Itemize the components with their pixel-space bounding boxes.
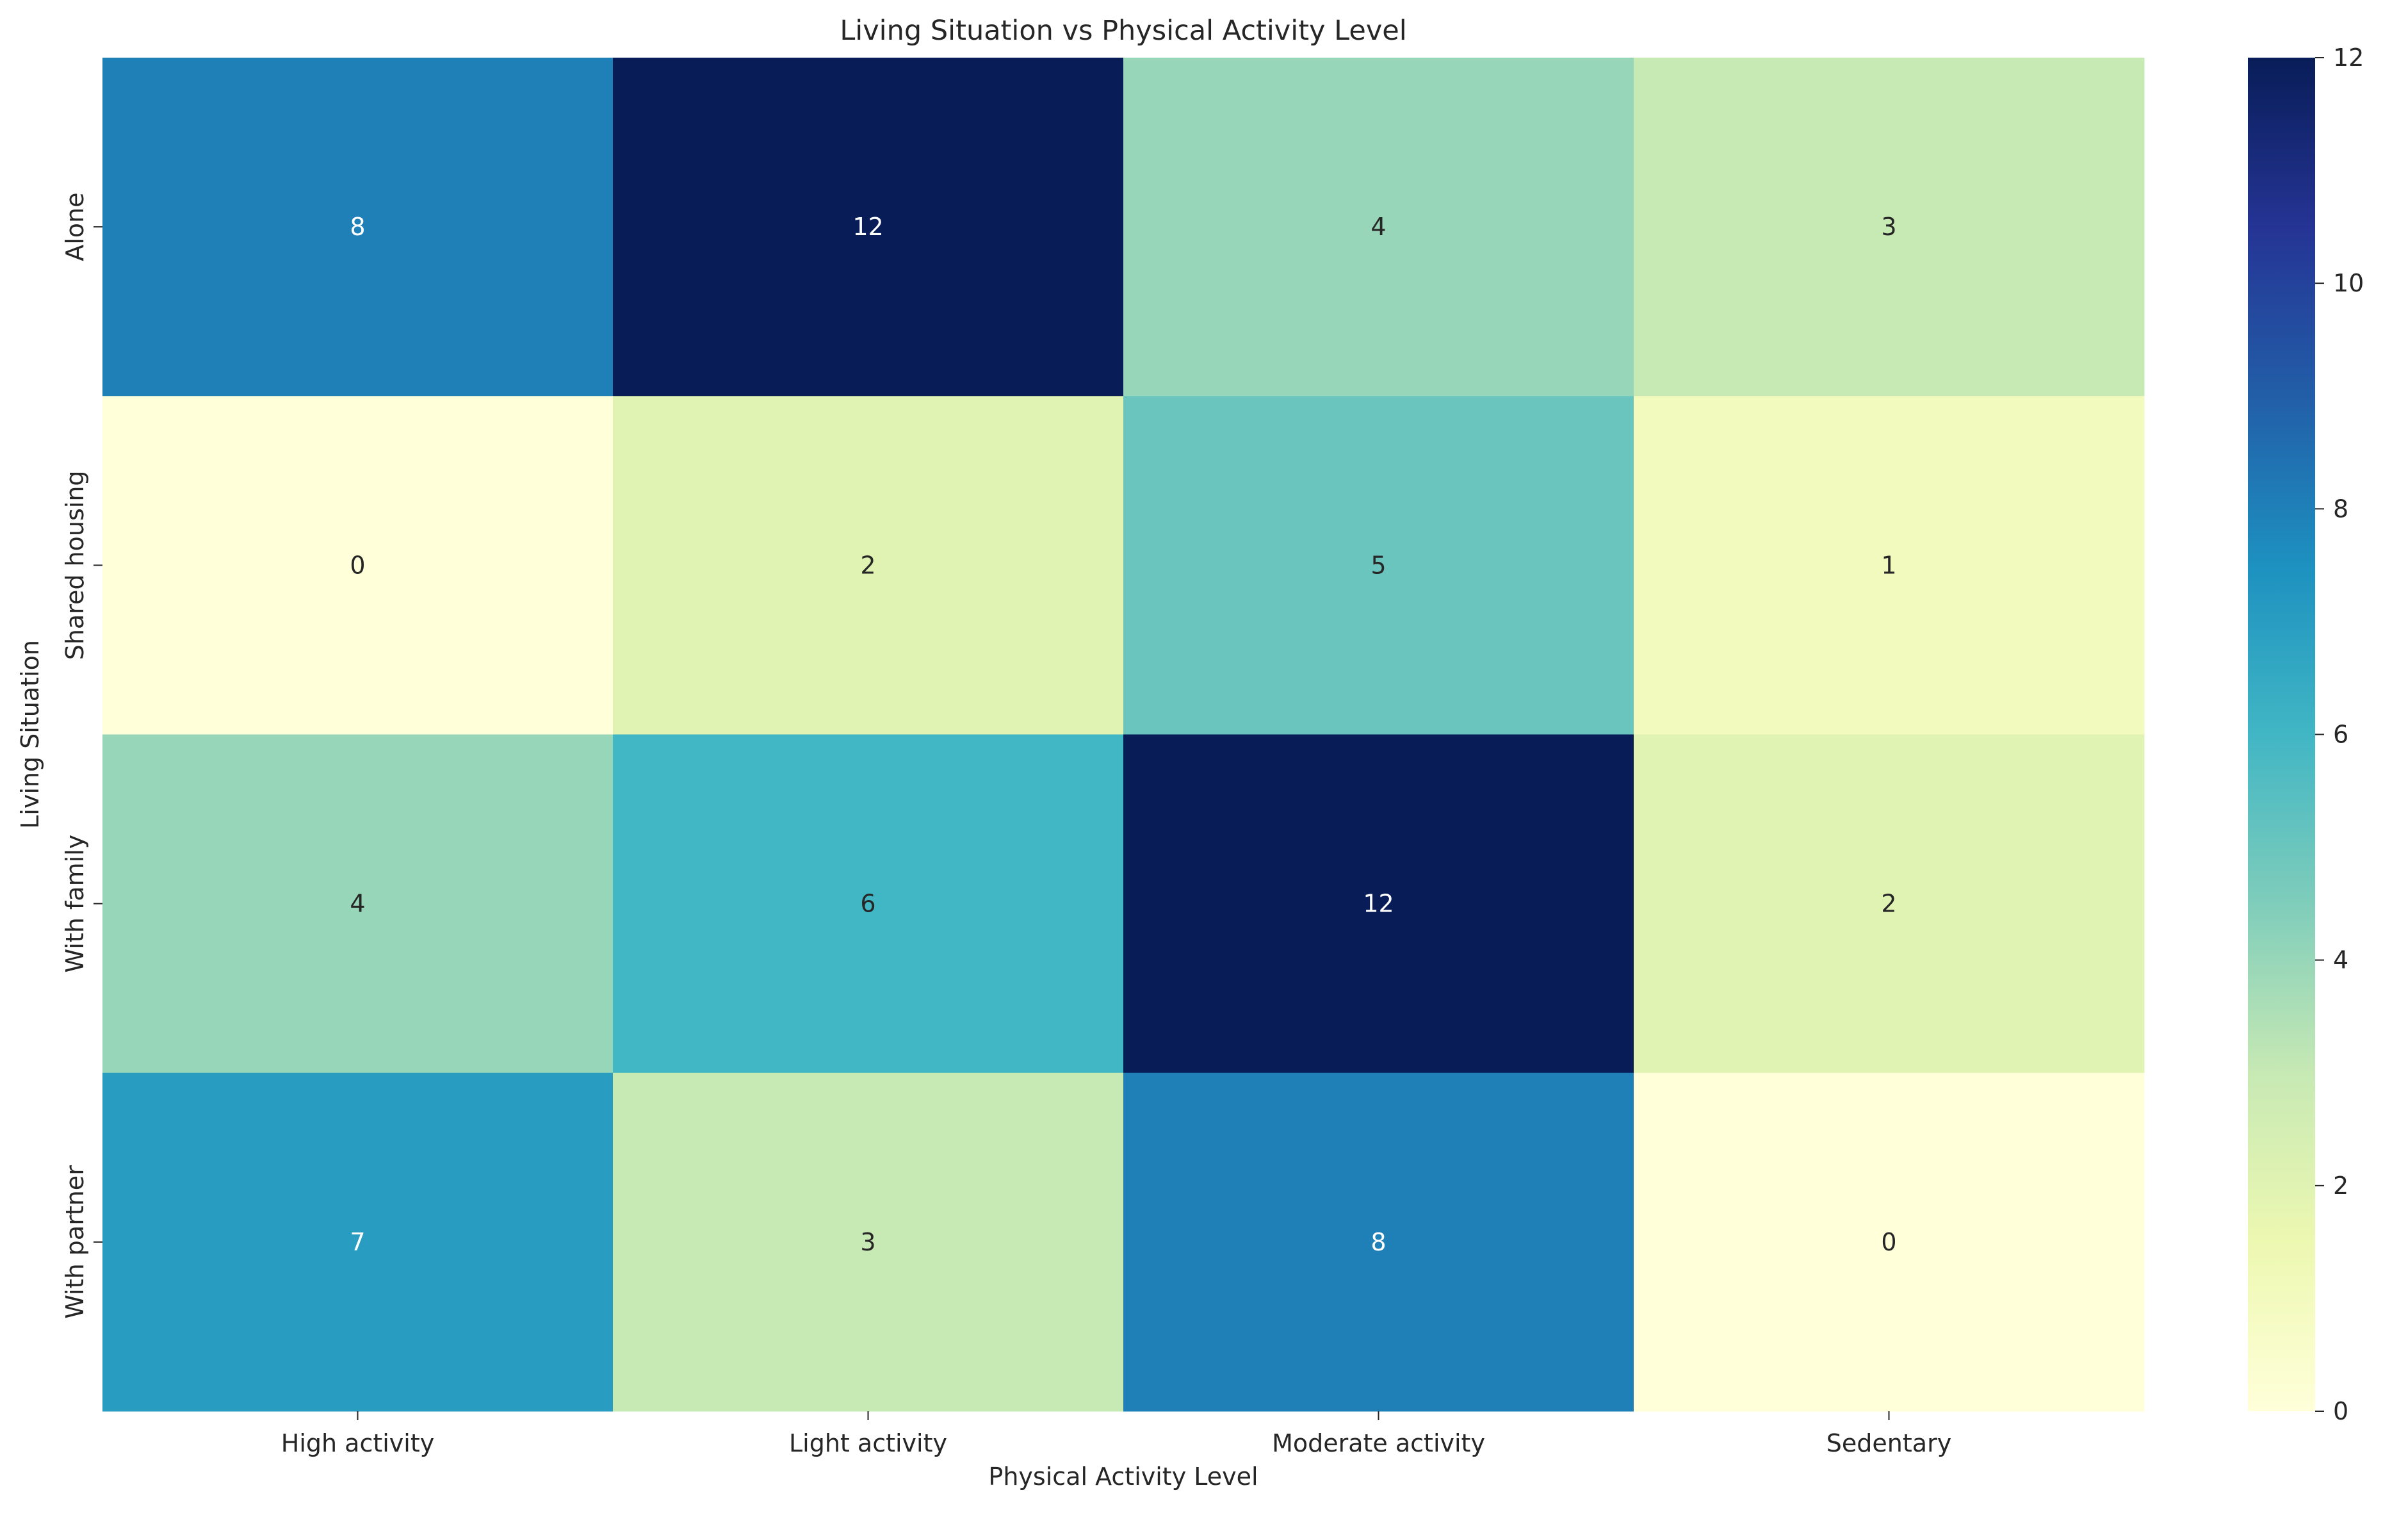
heatmap-cell — [613, 58, 1124, 397]
x-tick-label: Moderate activity — [1272, 1429, 1485, 1457]
heatmap-cells — [102, 58, 2145, 1412]
heatmap-cell — [613, 396, 1124, 735]
colorbar-tick-label: 6 — [2333, 721, 2348, 749]
cell-value-label: 1 — [1881, 551, 1896, 579]
heatmap-cell — [1634, 58, 2145, 397]
heatmap-cell — [102, 1072, 614, 1412]
cell-value-label: 4 — [350, 890, 365, 918]
x-axis: High activity Light activity Moderate acti… — [281, 1411, 1951, 1457]
x-axis-label: Physical Activity Level — [988, 1462, 1258, 1491]
colorbar-gradient — [2248, 58, 2315, 1411]
heatmap-cell — [1123, 396, 1634, 735]
heatmap-cell — [102, 58, 614, 397]
colorbar-tick-label: 0 — [2333, 1397, 2348, 1425]
y-tick-label: Shared housing — [61, 470, 89, 660]
heatmap-cell — [1634, 734, 2145, 1074]
cell-value-label: 3 — [860, 1228, 875, 1256]
cell-value-label: 12 — [1363, 890, 1394, 918]
cell-value-label: 12 — [852, 213, 883, 241]
colorbar-ticks: 0 2 4 6 8 10 12 — [2315, 44, 2364, 1425]
cell-value-label: 3 — [1881, 213, 1896, 241]
y-axis-label: Living Situation — [16, 640, 44, 829]
cell-value-label: 8 — [1371, 1228, 1386, 1256]
heatmap-cell — [1123, 734, 1634, 1074]
colorbar-tick-label: 8 — [2333, 495, 2348, 523]
y-axis: Alone Shared housing With family With partn… — [61, 192, 102, 1319]
cell-value-label: 8 — [350, 213, 365, 241]
y-tick-label: With family — [61, 835, 89, 973]
colorbar-tick-label: 10 — [2333, 269, 2364, 297]
cell-value-label: 5 — [1371, 551, 1386, 579]
heatmap-cell — [613, 1072, 1124, 1412]
cell-labels: 8 12 4 3 0 2 5 1 4 6 12 2 7 3 8 0 — [350, 213, 1896, 1256]
heatmap-cell — [102, 396, 614, 735]
heatmap-cell — [1123, 1072, 1634, 1412]
cell-value-label: 2 — [860, 551, 875, 579]
colorbar-tick-label: 12 — [2333, 44, 2364, 72]
y-tick-label: With partner — [61, 1165, 89, 1319]
colorbar: 0 2 4 6 8 10 12 — [2248, 44, 2364, 1425]
cell-value-label: 4 — [1371, 213, 1386, 241]
cell-value-label: 0 — [1881, 1228, 1896, 1256]
x-tick-label: Light activity — [789, 1429, 947, 1457]
x-tick-label: High activity — [281, 1429, 435, 1457]
heatmap-cell — [1634, 1072, 2145, 1412]
heatmap-cell — [1123, 58, 1634, 397]
colorbar-tick-label: 2 — [2333, 1172, 2348, 1200]
heatmap-cell — [1634, 396, 2145, 735]
y-tick-label: Alone — [61, 192, 89, 261]
cell-value-label: 2 — [1881, 890, 1896, 918]
heatmap-cell — [613, 734, 1124, 1074]
cell-value-label: 7 — [350, 1228, 365, 1256]
cell-value-label: 0 — [350, 551, 365, 579]
cell-value-label: 6 — [860, 890, 875, 918]
colorbar-tick-label: 4 — [2333, 946, 2348, 974]
x-tick-label: Sedentary — [1826, 1429, 1951, 1457]
heatmap-cell — [102, 734, 614, 1074]
chart-title: Living Situation vs Physical Activity Le… — [840, 15, 1406, 47]
